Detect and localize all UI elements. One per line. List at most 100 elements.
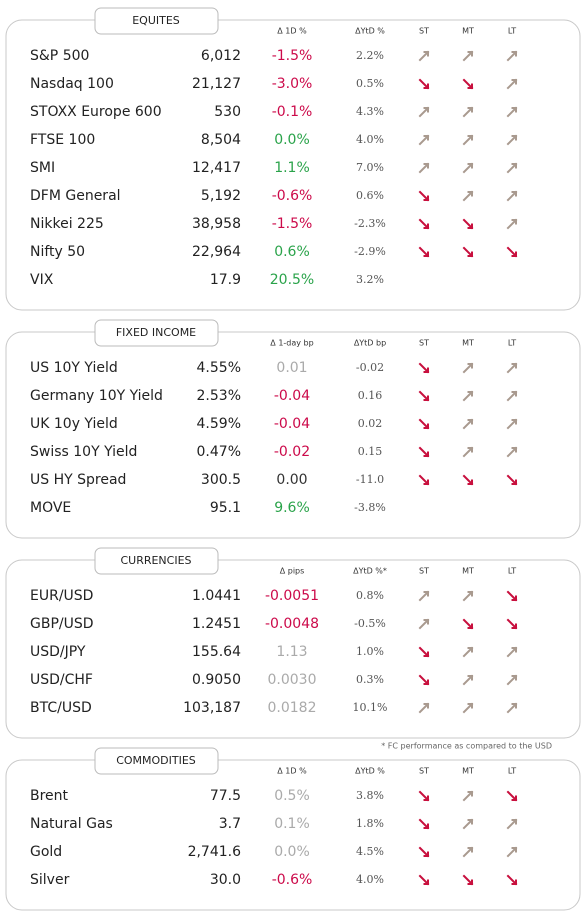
row-name: Brent [30,788,69,804]
trend-arrow [462,674,474,686]
row-name: S&P 500 [30,48,89,64]
trend-arrow [462,590,474,602]
trend-arrow [506,162,518,174]
column-header: MT [462,339,474,348]
row-value: 12,417 [192,160,241,176]
trend-arrow [418,362,430,374]
row-name: DFM General [30,188,121,204]
row-change: -0.6% [272,872,313,888]
column-header: ΔYtD %* [353,567,387,576]
row-ytd: 0.5% [356,77,384,90]
trend-arrow [418,474,430,486]
row-change: -1.5% [272,216,313,232]
trend-arrow [418,390,430,402]
trend-arrow [506,590,518,602]
section-title: COMMODITIES [116,754,196,767]
row-change: -3.0% [272,76,313,92]
row-change: 1.1% [274,160,310,176]
trend-arrow [462,390,474,402]
row-value: 0.47% [197,444,241,460]
trend-arrow [462,78,474,90]
trend-arrow [462,190,474,202]
row-change: -0.1% [272,104,313,120]
trend-arrow [462,618,474,630]
row-value: 17.9 [210,272,241,288]
trend-arrow [506,134,518,146]
trend-arrow [418,846,430,858]
trend-arrow [506,190,518,202]
trend-arrow [462,790,474,802]
column-header: ΔYtD % [355,27,385,36]
row-change: 0.0% [274,132,310,148]
trend-arrow [506,674,518,686]
trend-arrow [418,246,430,258]
trend-arrow [418,674,430,686]
row-value: 30.0 [210,872,241,888]
trend-arrow [418,162,430,174]
row-ytd: 3.8% [356,789,384,802]
row-ytd: 7.0% [356,161,384,174]
row-change: -0.04 [274,416,310,432]
row-value: 6,012 [201,48,241,64]
trend-arrow [462,646,474,658]
column-header: Δ 1D % [277,767,307,776]
section-title: CURRENCIES [120,554,191,567]
row-ytd: -3.8% [354,501,386,514]
trend-arrow [506,646,518,658]
row-change: -0.04 [274,388,310,404]
trend-arrow [418,106,430,118]
column-header: ST [419,27,429,36]
trend-arrow [462,246,474,258]
row-change: -0.0051 [265,588,319,604]
row-change: 0.6% [274,244,310,260]
section: FIXED INCOME Δ 1-day bp ΔYtD bp ST MT LT US 10… [5,319,581,539]
row-ytd: -2.9% [354,245,386,258]
column-header: LT [508,27,516,36]
row-value: 2.53% [197,388,241,404]
row-name: USD/JPY [30,644,86,660]
row-ytd: 1.8% [356,817,384,830]
row-ytd: -2.3% [354,217,386,230]
trend-arrow [462,474,474,486]
column-header: LT [508,767,516,776]
row-change: 0.00 [276,472,307,488]
trend-arrow [418,50,430,62]
row-name: Nasdaq 100 [30,76,114,92]
row-ytd: 0.16 [358,389,383,402]
row-ytd: -0.02 [356,361,384,374]
column-header: ΔYtD bp [354,339,386,348]
trend-arrow [418,646,430,658]
trend-arrow [418,790,430,802]
row-ytd: 0.8% [356,589,384,602]
row-change: -0.6% [272,188,313,204]
row-value: 0.9050 [192,672,241,688]
column-header: MT [462,27,474,36]
row-name: Nifty 50 [30,244,85,260]
row-value: 38,958 [192,216,241,232]
row-change: 0.0030 [268,672,317,688]
row-name: Silver [30,872,70,888]
row-value: 2,741.6 [188,844,242,860]
row-change: 0.5% [274,788,310,804]
trend-arrow [506,790,518,802]
section: EQUITES Δ 1D % ΔYtD % ST MT LT S&P 500 6,012 -1.… [5,7,581,311]
row-value: 95.1 [210,500,241,516]
row-value: 77.5 [210,788,241,804]
section: COMMODITIES Δ 1D % ΔYtD % ST MT LT Brent 77.5 0.… [5,747,581,911]
trend-arrow [462,162,474,174]
trend-arrow [506,702,518,714]
row-value: 1.2451 [192,616,241,632]
section-box [5,759,581,911]
trend-arrow [506,474,518,486]
trend-arrow [418,78,430,90]
row-name: UK 10y Yield [30,416,118,432]
row-name: FTSE 100 [30,132,95,148]
column-header: LT [508,339,516,348]
row-name: Gold [30,844,62,860]
row-value: 21,127 [192,76,241,92]
section: CURRENCIES Δ pips ΔYtD %* ST MT LT EUR/USD 1.04… [5,547,581,739]
row-ytd: 1.0% [356,645,384,658]
section-box [5,559,581,739]
row-ytd: 0.6% [356,189,384,202]
